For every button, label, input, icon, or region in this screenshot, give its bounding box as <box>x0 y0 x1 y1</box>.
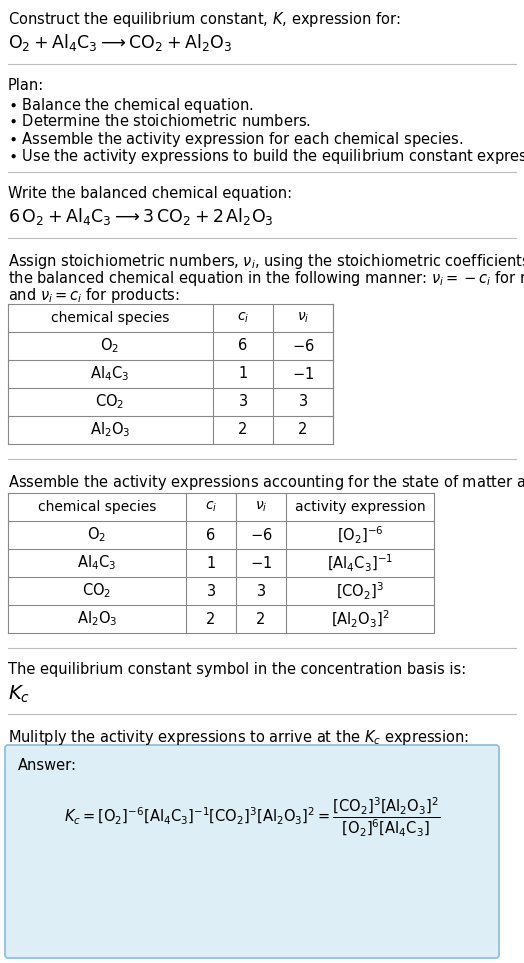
Text: $\mathrm{Al_4C_3}$: $\mathrm{Al_4C_3}$ <box>78 554 117 572</box>
Text: 2: 2 <box>206 612 216 627</box>
Text: $c_i$: $c_i$ <box>237 311 249 325</box>
Text: $c_i$: $c_i$ <box>205 500 217 514</box>
Text: the balanced chemical equation in the following manner: $\nu_i = -c_i$ for react: the balanced chemical equation in the fo… <box>8 269 524 288</box>
Text: 2: 2 <box>238 423 248 437</box>
Text: The equilibrium constant symbol in the concentration basis is:: The equilibrium constant symbol in the c… <box>8 662 466 677</box>
Text: Plan:: Plan: <box>8 78 44 93</box>
Text: $-1$: $-1$ <box>250 555 272 571</box>
Text: 1: 1 <box>206 556 215 570</box>
Text: $[\mathrm{Al_2O_3}]^{2}$: $[\mathrm{Al_2O_3}]^{2}$ <box>331 609 389 630</box>
Text: $\bullet$ Assemble the activity expression for each chemical species.: $\bullet$ Assemble the activity expressi… <box>8 130 463 149</box>
Text: $\mathrm{6\,O_2 + Al_4C_3 \longrightarrow 3\,CO_2 + 2\,Al_2O_3}$: $\mathrm{6\,O_2 + Al_4C_3 \longrightarro… <box>8 206 274 227</box>
FancyBboxPatch shape <box>5 745 499 958</box>
Text: $\bullet$ Use the activity expressions to build the equilibrium constant express: $\bullet$ Use the activity expressions t… <box>8 147 524 166</box>
Text: 1: 1 <box>238 367 248 381</box>
Text: $\mathrm{CO_2}$: $\mathrm{CO_2}$ <box>82 582 112 600</box>
Text: Write the balanced chemical equation:: Write the balanced chemical equation: <box>8 186 292 201</box>
Text: $[\mathrm{Al_4C_3}]^{-1}$: $[\mathrm{Al_4C_3}]^{-1}$ <box>327 553 393 574</box>
Text: $K_c = [\mathrm{O_2}]^{-6}[\mathrm{Al_4C_3}]^{-1}[\mathrm{CO_2}]^{3}[\mathrm{Al_: $K_c = [\mathrm{O_2}]^{-6}[\mathrm{Al_4C… <box>64 796 440 840</box>
Text: Answer:: Answer: <box>18 758 77 773</box>
Text: 6: 6 <box>238 339 248 353</box>
Text: 3: 3 <box>256 584 266 598</box>
Text: chemical species: chemical species <box>38 500 156 514</box>
Text: $\mathrm{O_2 + Al_4C_3 \longrightarrow CO_2 + Al_2O_3}$: $\mathrm{O_2 + Al_4C_3 \longrightarrow C… <box>8 32 232 53</box>
Text: $\mathrm{Al_2O_3}$: $\mathrm{Al_2O_3}$ <box>77 610 117 628</box>
Text: 3: 3 <box>238 395 247 409</box>
Text: $\nu_i$: $\nu_i$ <box>297 311 309 325</box>
Text: 2: 2 <box>256 612 266 627</box>
Text: $\mathrm{O_2}$: $\mathrm{O_2}$ <box>101 337 119 355</box>
Text: Assemble the activity expressions accounting for the state of matter and $\nu_i$: Assemble the activity expressions accoun… <box>8 473 524 492</box>
Text: $\mathrm{Al_4C_3}$: $\mathrm{Al_4C_3}$ <box>91 365 129 383</box>
Text: $-1$: $-1$ <box>292 366 314 382</box>
Text: $-6$: $-6$ <box>249 527 272 543</box>
Text: Assign stoichiometric numbers, $\nu_i$, using the stoichiometric coefficients, $: Assign stoichiometric numbers, $\nu_i$, … <box>8 252 524 271</box>
Text: 2: 2 <box>298 423 308 437</box>
Text: chemical species: chemical species <box>51 311 169 325</box>
Text: $K_c$: $K_c$ <box>8 684 30 705</box>
Text: and $\nu_i = c_i$ for products:: and $\nu_i = c_i$ for products: <box>8 286 180 305</box>
Text: activity expression: activity expression <box>294 500 425 514</box>
Text: $\bullet$ Balance the chemical equation.: $\bullet$ Balance the chemical equation. <box>8 96 254 115</box>
Text: $\bullet$ Determine the stoichiometric numbers.: $\bullet$ Determine the stoichiometric n… <box>8 113 311 129</box>
Text: $[\mathrm{CO_2}]^{3}$: $[\mathrm{CO_2}]^{3}$ <box>336 581 384 602</box>
Text: Mulitply the activity expressions to arrive at the $K_c$ expression:: Mulitply the activity expressions to arr… <box>8 728 469 747</box>
Text: $\mathrm{O_2}$: $\mathrm{O_2}$ <box>88 526 106 544</box>
Text: Construct the equilibrium constant, $K$, expression for:: Construct the equilibrium constant, $K$,… <box>8 10 401 29</box>
Text: $-6$: $-6$ <box>292 338 314 354</box>
Text: $[\mathrm{O_2}]^{-6}$: $[\mathrm{O_2}]^{-6}$ <box>337 525 384 546</box>
Text: $\mathrm{CO_2}$: $\mathrm{CO_2}$ <box>95 393 125 411</box>
Text: $\mathrm{Al_2O_3}$: $\mathrm{Al_2O_3}$ <box>90 421 130 439</box>
Text: 3: 3 <box>299 395 308 409</box>
Text: 3: 3 <box>206 584 215 598</box>
Text: $\nu_i$: $\nu_i$ <box>255 500 267 514</box>
Text: 6: 6 <box>206 528 215 542</box>
